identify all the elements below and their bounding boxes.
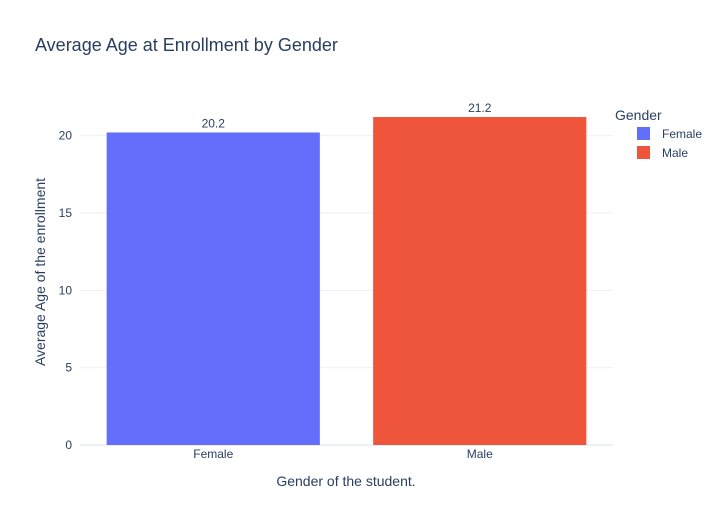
y-tick-label: 5 bbox=[65, 361, 72, 375]
bars bbox=[106, 117, 587, 446]
bar-male[interactable] bbox=[373, 117, 587, 445]
x-tick-label: Male bbox=[467, 447, 493, 461]
chart-title: Average Age at Enrollment by Gender bbox=[35, 35, 338, 55]
bar-value-label: 20.2 bbox=[202, 116, 226, 130]
y-tick-label: 20 bbox=[59, 129, 73, 143]
legend: Gender Female Male bbox=[615, 107, 702, 160]
x-tick-labels: Female Male bbox=[193, 447, 493, 461]
legend-item-female[interactable]: Female bbox=[637, 127, 702, 141]
y-axis-title: Average Age of the enrollment bbox=[32, 178, 48, 366]
legend-swatch bbox=[637, 146, 650, 159]
legend-label: Female bbox=[662, 127, 702, 141]
bar-female[interactable] bbox=[106, 132, 320, 446]
legend-item-male[interactable]: Male bbox=[637, 146, 688, 160]
legend-title: Gender bbox=[615, 107, 662, 123]
bar-value-label: 21.2 bbox=[468, 101, 492, 115]
x-tick-label: Female bbox=[193, 447, 233, 461]
y-tick-label: 15 bbox=[59, 206, 73, 220]
x-axis-title: Gender of the student. bbox=[276, 473, 415, 489]
bar-value-labels: 20.2 21.2 bbox=[202, 101, 492, 130]
legend-swatch bbox=[637, 127, 650, 140]
y-tick-labels: 0 5 10 15 20 bbox=[59, 129, 73, 452]
legend-label: Male bbox=[662, 146, 688, 160]
y-tick-label: 10 bbox=[59, 283, 73, 297]
y-tick-label: 0 bbox=[65, 438, 72, 452]
